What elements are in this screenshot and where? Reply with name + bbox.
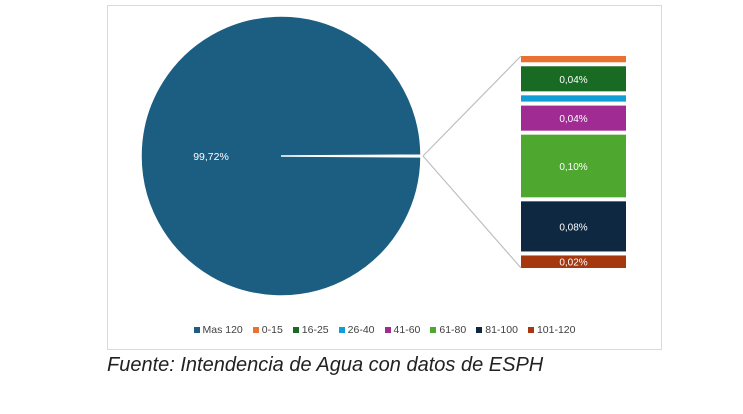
pie-slice-mas-120 [140, 15, 422, 297]
bar-segment-101-120 [521, 255, 626, 268]
bar-of-pie-chart: 99,72% 0,04% 0,04% 0,10% 0,08% 0,02% [140, 15, 626, 297]
source-caption: Fuente: Intendencia de Agua con datos de… [107, 354, 544, 376]
legend-item-16-25: 16-25 [292, 324, 329, 336]
bar-segment-26-40 [521, 95, 626, 102]
legend-label: 16-25 [301, 324, 329, 336]
legend-swatch [384, 327, 391, 333]
legend-label: 101-120 [536, 324, 576, 336]
bar-label-101-120: 0,02% [559, 258, 587, 269]
bar-label-81-100: 0,08% [559, 222, 587, 233]
legend-item-81-100: 81-100 [476, 324, 518, 336]
legend-label: 0-15 [261, 324, 283, 336]
legend-swatch [292, 327, 299, 333]
chart-frame: 99,72% 0,04% 0,04% 0,10% 0,08% 0,02% Mas 120 0… [107, 5, 662, 350]
bar-label-16-25: 0,04% [559, 75, 587, 86]
legend-swatch [338, 327, 345, 333]
bar-segment-16-25 [521, 66, 626, 92]
bar-label-41-60: 0,04% [559, 114, 587, 125]
legend-swatch [527, 327, 534, 333]
legend-item-101-120: 101-120 [527, 324, 576, 336]
legend-item-mas-120: Mas 120 [193, 324, 243, 336]
bar-label-61-80: 0,10% [559, 162, 587, 173]
legend-swatch [193, 327, 200, 333]
pie-label-mas-120: 99,72% [193, 151, 229, 163]
legend-label: 26-40 [347, 324, 375, 336]
legend-label: 41-60 [393, 324, 421, 336]
bar-segment-81-100 [521, 201, 626, 252]
chart-legend: Mas 120 0-15 16-25 26-40 41-60 61-80 81-100 101… [108, 324, 661, 336]
legend-item-41-60: 41-60 [384, 324, 421, 336]
legend-swatch [252, 327, 259, 333]
connector-line-top [422, 55, 522, 157]
legend-item-0-15: 0-15 [252, 324, 283, 336]
bar-segment-61-80 [521, 134, 626, 198]
connector-line-bottom [422, 155, 522, 269]
legend-swatch [476, 327, 483, 333]
bar-segment-41-60 [521, 105, 626, 131]
bar-segment-0-15 [521, 56, 626, 63]
legend-label: 61-80 [439, 324, 467, 336]
legend-swatch [430, 327, 437, 333]
legend-item-26-40: 26-40 [338, 324, 375, 336]
legend-label: Mas 120 [202, 324, 243, 336]
legend-label: 81-100 [485, 324, 518, 336]
legend-item-61-80: 61-80 [430, 324, 466, 336]
